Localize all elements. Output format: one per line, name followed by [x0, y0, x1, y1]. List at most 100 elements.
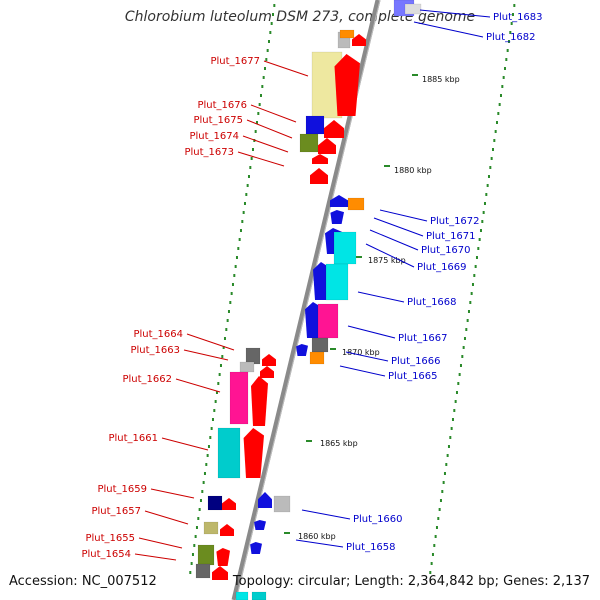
tick-mark — [249, 166, 252, 169]
leader-line — [134, 553, 177, 561]
gene-feature — [245, 347, 261, 365]
tick-mark — [246, 184, 249, 187]
tick-mark — [234, 265, 237, 268]
tick-mark — [478, 238, 481, 241]
tick-mark — [507, 40, 510, 43]
kbp-label: 1885 kbp — [422, 75, 460, 84]
tick-mark — [485, 193, 488, 196]
gene-feature — [195, 563, 211, 579]
tick-mark — [207, 445, 210, 448]
tick-mark — [509, 31, 512, 34]
tick-layer — [189, 4, 516, 574]
genome-summary-text: Topology: circular; Length: 2,364,842 bp… — [232, 574, 590, 589]
gene-feature — [311, 337, 329, 353]
tick-mark — [251, 148, 254, 151]
gene-feature — [239, 361, 255, 373]
leader-line — [263, 60, 309, 77]
tick-mark — [206, 454, 209, 457]
kbp-label: 1870 kbp — [342, 348, 380, 357]
gene-arrow — [313, 262, 330, 300]
tick-mark — [429, 571, 432, 574]
tick-mark — [215, 391, 218, 394]
accession-text: Accession: NC_007512 — [9, 574, 157, 589]
kbp-label: 1875 kbp — [368, 256, 406, 265]
tick-mark — [477, 247, 480, 250]
tick-mark — [255, 121, 258, 124]
tick-mark — [254, 130, 257, 133]
kbp-tick — [284, 532, 290, 534]
kbp-label: 1860 kbp — [298, 532, 336, 541]
gene-label-forward: Plut_1676 — [197, 100, 247, 111]
tick-mark — [470, 292, 473, 295]
gene-label-reverse: Plut_1668 — [407, 297, 457, 308]
tick-mark — [511, 13, 514, 16]
tick-mark — [447, 445, 450, 448]
tick-mark — [438, 508, 441, 511]
tick-mark — [489, 166, 492, 169]
tick-mark — [199, 499, 202, 502]
tick-mark — [270, 22, 273, 25]
tick-mark — [445, 463, 448, 466]
tick-mark — [505, 58, 508, 61]
gene-arrow — [310, 168, 328, 184]
gene-arrow — [212, 566, 228, 580]
gene-label-reverse: Plut_1683 — [493, 12, 543, 23]
tick-mark — [197, 517, 200, 520]
tick-mark — [267, 40, 270, 43]
gene-feature — [207, 495, 223, 511]
tick-mark — [499, 94, 502, 97]
gene-label-forward: Plut_1675 — [193, 115, 243, 126]
tick-mark — [241, 220, 244, 223]
gene-feature — [197, 544, 215, 566]
tick-mark — [271, 13, 274, 16]
gene-arrow — [243, 428, 264, 478]
tick-mark — [481, 220, 484, 223]
kbp-tick — [356, 256, 362, 258]
tick-mark — [490, 157, 493, 160]
tick-mark — [242, 211, 245, 214]
leader-line — [413, 21, 484, 38]
tick-mark — [430, 562, 433, 565]
tick-mark — [211, 418, 214, 421]
tick-mark — [238, 238, 241, 241]
tick-mark — [235, 256, 238, 259]
tick-mark — [213, 409, 216, 412]
map-title: Chlorobium luteolum DSM 273, complete ge… — [124, 9, 476, 25]
gene-label-forward: Plut_1655 — [85, 533, 135, 544]
leader-line — [138, 537, 183, 549]
tick-mark — [455, 391, 458, 394]
tick-mark — [465, 328, 468, 331]
tick-mark — [223, 337, 226, 340]
gene-arrow — [216, 548, 230, 566]
gene-label-forward: Plut_1677 — [210, 56, 260, 67]
gene-arrow — [260, 366, 274, 378]
tick-mark — [209, 436, 212, 439]
tick-mark — [189, 571, 192, 574]
leader-line — [347, 325, 396, 339]
tick-mark — [482, 211, 485, 214]
gene-label-forward: Plut_1664 — [133, 329, 183, 340]
tick-mark — [479, 229, 482, 232]
gene-feature — [339, 29, 355, 39]
gene-arrow — [324, 120, 344, 138]
tick-mark — [433, 544, 436, 547]
gene-arrow — [222, 498, 236, 510]
gene-label-forward: Plut_1662 — [122, 374, 172, 385]
tick-mark — [257, 112, 260, 115]
gene-label-forward: Plut_1673 — [184, 147, 234, 158]
leader-line — [419, 9, 491, 18]
tick-mark — [486, 184, 489, 187]
tick-mark — [458, 373, 461, 376]
tick-mark — [214, 400, 217, 403]
tick-mark — [491, 148, 494, 151]
leader-line — [237, 151, 285, 167]
gene-arrow — [250, 542, 262, 554]
tick-mark — [493, 139, 496, 142]
gene-feature — [309, 351, 325, 365]
tick-mark — [431, 553, 434, 556]
tick-mark — [441, 490, 444, 493]
tick-mark — [469, 301, 472, 304]
kbp-tick — [330, 348, 336, 350]
gene-arrow — [296, 344, 308, 356]
